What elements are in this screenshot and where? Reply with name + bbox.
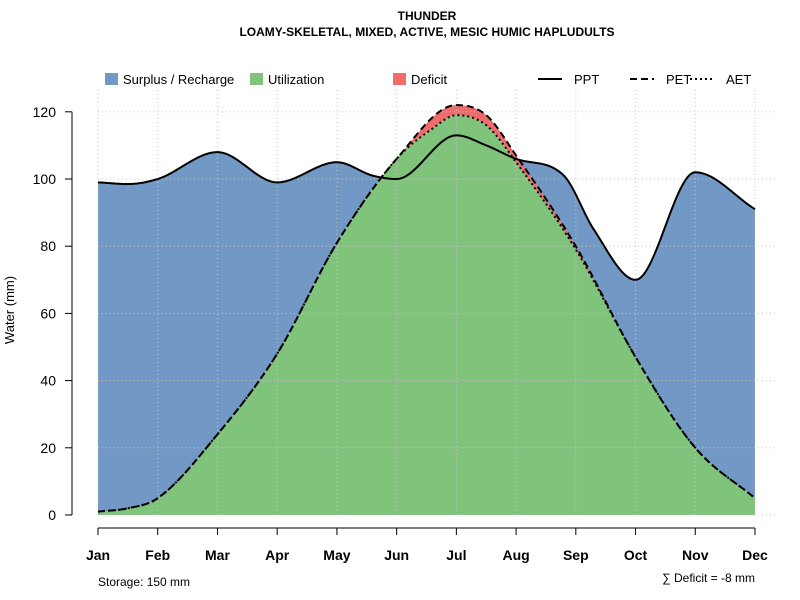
legend-label: AET — [726, 72, 751, 87]
line-layer — [97, 104, 756, 513]
legend-swatch — [250, 73, 263, 85]
x-tick-label-nov: Nov — [682, 547, 709, 563]
legend: Surplus / Recharge Utilization Deficit PPT P… — [105, 72, 751, 87]
legend-label: PPT — [574, 72, 599, 87]
legend-label: PET — [666, 72, 691, 87]
x-tick-label-dec: Dec — [742, 547, 768, 563]
y-tick-label: 20 — [40, 440, 56, 456]
y-axis-title: Water (mm) — [2, 276, 17, 344]
axes-layer: 0 20 40 60 80 100 120 Jan Feb Mar Apr May Jun Jul Aug S… — [33, 104, 768, 563]
x-tick-label-aug: Aug — [502, 547, 529, 563]
y-tick-label: 80 — [40, 238, 56, 254]
x-tick-label-apr: Apr — [265, 547, 290, 563]
y-tick-label: 60 — [40, 305, 56, 321]
x-tick-label-jun: Jun — [384, 547, 409, 563]
y-tick-label: 100 — [33, 171, 57, 187]
legend-label: Deficit — [411, 72, 448, 87]
legend-label: Surplus / Recharge — [123, 72, 234, 87]
chart-subtitle: LOAMY-SKELETAL, MIXED, ACTIVE, MESIC HUM… — [239, 25, 614, 39]
x-tick-label-may: May — [323, 547, 350, 563]
x-tick-label-jul: Jul — [446, 547, 466, 563]
chart-title: THUNDER — [398, 9, 457, 23]
x-tick-label-sep: Sep — [563, 547, 589, 563]
x-tick-label-oct: Oct — [624, 547, 648, 563]
x-tick-label-mar: Mar — [205, 547, 230, 563]
legend-swatch — [105, 73, 118, 85]
utilization-area — [98, 115, 755, 515]
legend-label: Utilization — [268, 72, 324, 87]
deficit-footnote: ∑ Deficit = -8 mm — [662, 571, 755, 585]
series-line-pet — [97, 104, 756, 513]
y-tick-label: 120 — [33, 104, 57, 120]
storage-footnote: Storage: 150 mm — [98, 575, 190, 589]
y-tick-label: 0 — [48, 507, 56, 523]
series-line-ppt — [97, 134, 756, 281]
x-tick-label-feb: Feb — [145, 547, 170, 563]
area-layer — [98, 105, 755, 515]
x-tick-label-jan: Jan — [86, 547, 110, 563]
legend-swatch — [393, 73, 406, 85]
grid-layer — [97, 90, 777, 516]
y-tick-label: 40 — [40, 373, 56, 389]
